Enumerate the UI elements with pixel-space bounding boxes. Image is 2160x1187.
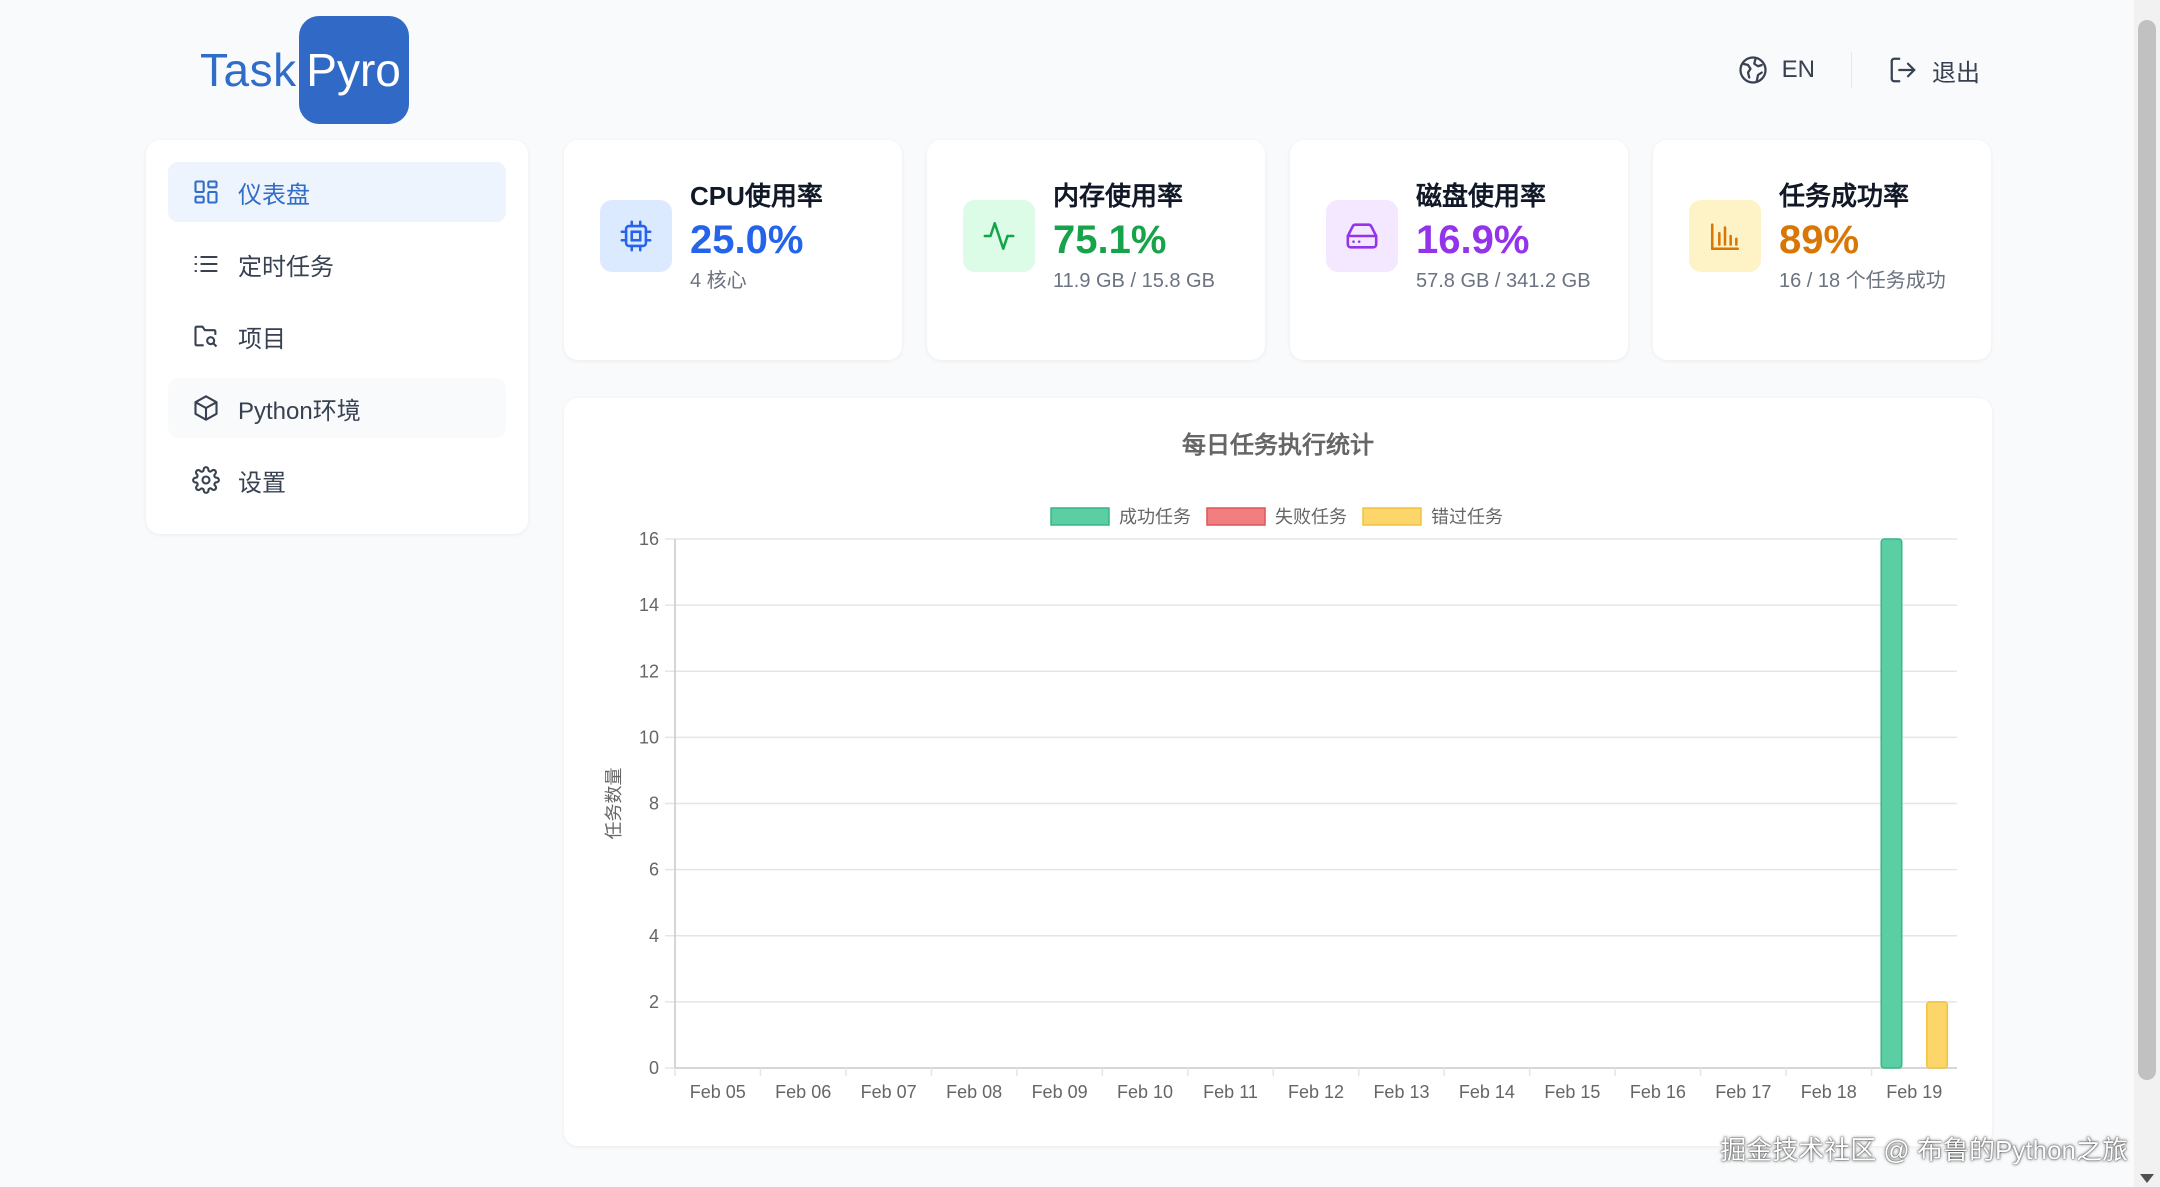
disk-usage-title: 磁盘使用率 <box>1416 181 1547 211</box>
logo-pyro-badge: Pyro <box>298 16 409 124</box>
daily-task-chart-panel: 每日任务执行统计成功任务 失败任务 错过任务 0 2 4 6 8 10 12 14 16 任务数量 Feb… <box>564 398 1992 1146</box>
memory-usage-card: 内存使用率 75.1% 11.9 GB / 15.8 GB <box>927 140 1265 360</box>
sidebar-item-projects[interactable]: 项目 <box>168 306 506 366</box>
disk-icon-box <box>1326 200 1398 272</box>
x-tick-label: Feb 10 <box>1117 1082 1173 1102</box>
y-axis-label: 任务数量 <box>604 768 624 840</box>
folder-icon <box>194 325 218 348</box>
y-tick-label: 4 <box>649 926 659 946</box>
memory-usage-title: 内存使用率 <box>1053 181 1184 211</box>
logo-task-text: Task <box>200 44 297 96</box>
header-actions: EN 退出 <box>1738 50 1980 90</box>
x-tick-label: Feb 14 <box>1459 1082 1515 1102</box>
success-icon-box <box>1689 200 1761 272</box>
disk-usage-card: 磁盘使用率 16.9% 57.8 GB / 341.2 GB <box>1290 140 1628 360</box>
disk-usage-detail: 57.8 GB / 341.2 GB <box>1416 269 1591 292</box>
sidebar-item-dashboard[interactable]: 仪表盘 <box>168 162 506 222</box>
y-tick-label: 6 <box>649 860 659 880</box>
task-success-value: 89% <box>1779 217 1860 262</box>
bar-chart-icon <box>1710 223 1740 251</box>
sidebar-item-settings[interactable]: 设置 <box>168 450 506 510</box>
cpu-usage-value: 25.0% <box>690 217 804 262</box>
cube-icon <box>194 395 218 421</box>
memory-icon-box <box>963 200 1035 272</box>
bar-成功任务-Feb-19 <box>1880 538 1903 1069</box>
cpu-usage-card: CPU使用率 25.0% 4 核心 <box>564 140 902 360</box>
legend-swatch-1 <box>1206 507 1266 526</box>
logout-button[interactable]: 退出 <box>1888 53 1980 88</box>
x-tick-label: Feb 11 <box>1203 1082 1258 1102</box>
cpu-icon-box <box>600 200 672 272</box>
legend-swatch-0 <box>1050 507 1110 526</box>
sidebar-item-label: Python环境 <box>238 397 361 425</box>
x-tick-label: Feb 19 <box>1886 1082 1942 1102</box>
gear-icon <box>192 466 220 494</box>
legend-label-0: 成功任务 <box>1119 507 1191 527</box>
x-tick-label: Feb 13 <box>1373 1082 1429 1102</box>
bar-错过任务-Feb-19 <box>1926 1001 1949 1069</box>
sidebar: 仪表盘 定时任务 项目 Python环境 设置 <box>146 140 528 534</box>
sidebar-item-label: 定时任务 <box>238 253 334 281</box>
globe-icon <box>1739 56 1767 84</box>
legend-swatch-2 <box>1362 507 1422 526</box>
disk-usage-value: 16.9% <box>1416 217 1530 262</box>
memory-usage-value: 75.1% <box>1053 217 1167 262</box>
x-tick-label: Feb 07 <box>861 1082 917 1102</box>
language-switch-button[interactable]: EN <box>1738 55 1815 85</box>
list-icon <box>194 255 218 273</box>
legend-label-2: 错过任务 <box>1431 507 1503 527</box>
sidebar-item-label: 项目 <box>238 325 286 353</box>
header-divider <box>1851 52 1852 88</box>
x-tick-label: Feb 08 <box>946 1082 1002 1102</box>
x-tick-label: Feb 09 <box>1032 1082 1088 1102</box>
y-tick-label: 14 <box>639 595 659 615</box>
scroll-down-arrow-icon[interactable] <box>2140 1174 2154 1183</box>
app-logo[interactable]: Task Pyro <box>200 16 409 124</box>
page-scrollbar[interactable] <box>2134 0 2160 1187</box>
y-tick-label: 8 <box>649 794 659 814</box>
memory-usage-detail: 11.9 GB / 15.8 GB <box>1053 269 1215 292</box>
y-tick-label: 16 <box>639 529 659 549</box>
language-label: EN <box>1781 56 1815 83</box>
y-tick-label: 0 <box>649 1058 659 1078</box>
y-tick-label: 12 <box>639 661 659 681</box>
cpu-icon <box>620 220 652 252</box>
chart-title: 每日任务执行统计 <box>1182 431 1374 459</box>
task-success-card: 任务成功率 89% 16 / 18 个任务成功 <box>1653 140 1991 360</box>
activity-icon <box>983 221 1015 251</box>
task-success-detail: 16 / 18 个任务成功 <box>1779 269 1946 292</box>
sidebar-item-label: 设置 <box>238 469 286 497</box>
logout-icon <box>1890 57 1916 83</box>
sidebar-item-scheduled-tasks[interactable]: 定时任务 <box>168 234 506 294</box>
x-tick-label: Feb 05 <box>690 1082 746 1102</box>
cpu-usage-detail: 4 核心 <box>690 269 747 292</box>
x-tick-label: Feb 17 <box>1715 1082 1771 1102</box>
logout-label: 退出 <box>1932 59 1980 87</box>
dashboard-icon <box>194 180 218 204</box>
y-tick-label: 2 <box>649 992 659 1012</box>
legend-label-1: 失败任务 <box>1275 507 1347 527</box>
x-tick-label: Feb 06 <box>775 1082 831 1102</box>
watermark: 掘金技术社区 @ 布鲁的Python之旅 <box>1720 1135 2128 1165</box>
hard-drive-icon <box>1346 223 1378 249</box>
sidebar-item-python-env[interactable]: Python环境 <box>168 378 506 438</box>
y-tick-label: 10 <box>639 727 659 747</box>
x-tick-label: Feb 18 <box>1801 1082 1857 1102</box>
x-tick-label: Feb 12 <box>1288 1082 1344 1102</box>
x-tick-label: Feb 15 <box>1544 1082 1600 1102</box>
task-success-title: 任务成功率 <box>1779 181 1910 211</box>
cpu-usage-title: CPU使用率 <box>690 181 823 211</box>
sidebar-item-label: 仪表盘 <box>238 181 310 209</box>
x-tick-label: Feb 16 <box>1630 1082 1686 1102</box>
scrollbar-thumb[interactable] <box>2138 20 2156 1080</box>
